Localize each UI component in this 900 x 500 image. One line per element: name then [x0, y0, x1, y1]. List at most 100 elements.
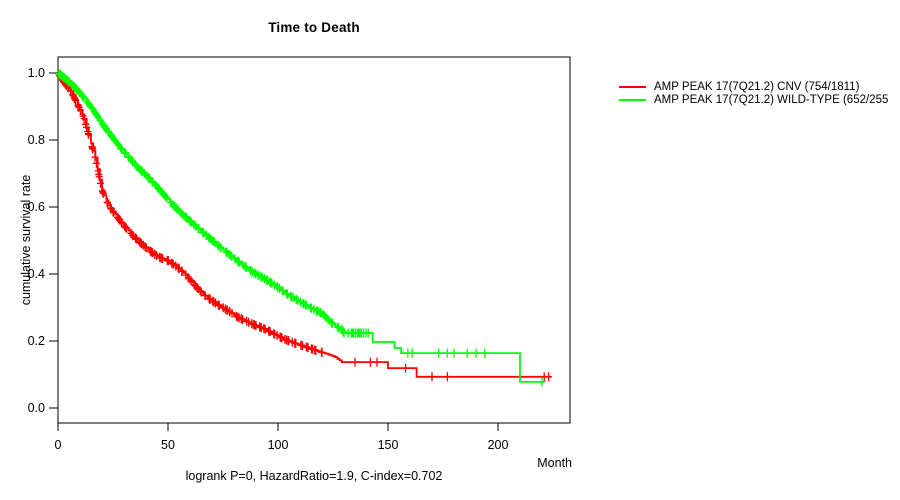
censor-mark	[239, 315, 247, 324]
plot-frame	[57, 56, 571, 424]
censor-mark	[122, 222, 130, 232]
censor-mark	[82, 96, 90, 106]
censor-mark	[216, 242, 224, 252]
censor-mark	[373, 357, 381, 367]
legend-line-green-icon	[619, 98, 646, 101]
censor-mark	[80, 114, 88, 124]
censor-mark	[67, 86, 75, 96]
censor-mark	[443, 372, 451, 382]
censor-mark	[235, 257, 243, 267]
censor-mark	[450, 348, 458, 358]
censor-mark	[117, 143, 125, 153]
censor-mark	[74, 101, 82, 111]
censor-mark	[202, 230, 210, 240]
censor-mark	[225, 249, 233, 259]
legend-item-wild-type: AMP PEAK 17(7Q21.2) WILD-TYPE (652/255	[619, 93, 888, 106]
censor-mark	[302, 300, 310, 310]
censor-mark	[97, 178, 104, 188]
censor-mark	[333, 322, 341, 332]
censor-mark	[228, 308, 236, 318]
y-tick-label: 0.6	[28, 200, 45, 214]
censor-mark	[82, 119, 90, 129]
censor-mark	[251, 320, 259, 330]
censor-mark	[257, 272, 265, 282]
censor-mark	[288, 292, 296, 302]
censor-mark	[89, 144, 97, 154]
chart-subtitle: logrank P=0, HazardRatio=1.9, C-index=0.…	[185, 469, 443, 483]
censor-mark	[264, 276, 272, 285]
censor-mark	[194, 223, 202, 233]
legend: AMP PEAK 17(7Q21.2) CNV (754/1811) AMP P…	[619, 80, 888, 106]
censor-mark	[110, 207, 117, 217]
censor-mark	[463, 348, 471, 358]
censor-mark	[201, 291, 209, 301]
censor-mark	[103, 197, 111, 207]
x-tick-label: 150	[378, 438, 399, 452]
censor-mark	[266, 327, 274, 337]
x-axis-title: Month	[537, 456, 572, 470]
censor-mark	[209, 236, 217, 246]
y-tick-label: 0.0	[28, 401, 45, 415]
censor-mark	[335, 323, 343, 333]
censor-mark	[299, 341, 306, 351]
censor-mark	[157, 253, 165, 263]
y-tick-label: 0.4	[28, 267, 45, 281]
censor-mark	[318, 347, 326, 357]
censor-mark	[87, 102, 95, 112]
censor-mark	[245, 317, 253, 327]
censor-mark	[278, 286, 286, 295]
censor-mark	[260, 324, 268, 334]
censor-mark	[481, 348, 489, 358]
chart-title: Time to Death	[268, 20, 360, 35]
censor-mark	[85, 129, 92, 139]
censor-mark	[283, 289, 291, 299]
censor-mark	[162, 193, 170, 202]
censor-mark	[79, 91, 87, 101]
legend-line-red-icon	[619, 85, 646, 88]
x-tick-label: 200	[488, 438, 509, 452]
censor-mark	[234, 256, 242, 266]
censor-mark	[187, 276, 195, 286]
censor-mark	[174, 263, 182, 273]
censor-mark	[113, 138, 121, 148]
censor-mark	[292, 295, 300, 304]
x-tick-label: 50	[161, 438, 175, 452]
survival-curve-green	[58, 72, 545, 383]
censor-mark	[196, 286, 204, 296]
censor-mark	[161, 191, 169, 201]
censor-mark	[278, 333, 286, 343]
censor-mark	[538, 377, 546, 387]
survival-curve-red	[58, 72, 551, 378]
censor-mark	[92, 158, 100, 168]
censor-mark	[192, 281, 200, 291]
censor-mark	[327, 317, 335, 327]
x-tick-label: 100	[268, 438, 289, 452]
censor-mark	[312, 345, 320, 355]
censor-mark	[242, 262, 250, 272]
legend-label-wild-type: AMP PEAK 17(7Q21.2) WILD-TYPE (652/255	[654, 93, 889, 106]
censor-mark	[178, 266, 186, 276]
censor-mark	[164, 256, 172, 266]
censor-mark	[435, 348, 443, 358]
censor-mark	[402, 363, 410, 373]
censor-mark	[408, 348, 416, 358]
censor-marks-red	[54, 69, 553, 382]
censor-mark	[315, 307, 323, 317]
censor-mark	[84, 98, 92, 108]
censor-mark	[153, 251, 161, 260]
censor-marks-green	[55, 69, 546, 387]
censor-mark	[247, 266, 254, 275]
censor-mark	[265, 326, 273, 336]
censor-mark	[142, 243, 150, 253]
censor-mark	[72, 95, 80, 105]
censor-mark	[366, 357, 374, 367]
censor-mark	[428, 372, 436, 382]
censor-mark	[472, 348, 480, 358]
censor-mark	[339, 326, 347, 336]
censor-mark	[284, 336, 292, 346]
censor-mark	[234, 312, 242, 322]
y-tick-label: 0.2	[28, 334, 45, 348]
censor-mark	[76, 106, 84, 115]
